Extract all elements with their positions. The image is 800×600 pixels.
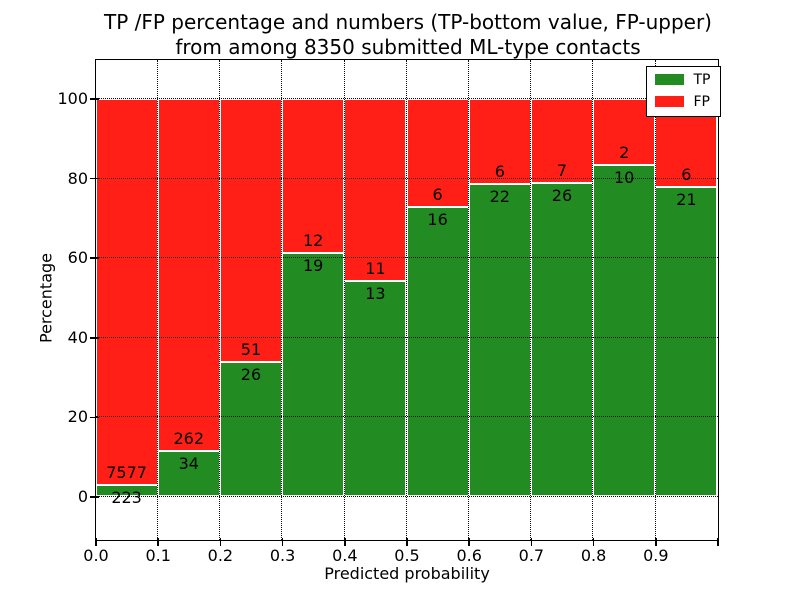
bar-segment-fp-2 (219, 98, 283, 363)
legend-item-tp: TP (654, 71, 711, 88)
x-tick-label-0.3: 0.3 (269, 546, 296, 565)
x-tick-0.1 (157, 538, 159, 546)
y-tick-label-60: 60 (67, 248, 88, 268)
bar-label-tp-6: 22 (489, 186, 510, 206)
bar-label-fp-8: 2 (619, 142, 630, 162)
gridline-x-0.6 (467, 59, 469, 540)
bar-segment-tp-3 (282, 252, 345, 497)
bar-label-fp-1: 262 (173, 428, 205, 448)
x-tick-label-0.8: 0.8 (580, 546, 607, 565)
x-tick-label-0.2: 0.2 (207, 546, 234, 565)
gridline-y-80 (95, 177, 718, 179)
legend: TP FP (645, 65, 721, 117)
gridline-x-0.5 (405, 59, 407, 540)
x-tick-0.7 (530, 538, 533, 546)
bar-segment-fp-4 (344, 98, 407, 281)
y-tick-label-0: 0 (77, 487, 88, 506)
bar-segment-fp-1 (157, 98, 220, 451)
bar-label-tp-3: 19 (303, 255, 324, 275)
bar-segment-fp-7 (530, 98, 594, 183)
gridline-y-100 (95, 97, 718, 99)
y-tick-label-40: 40 (67, 327, 88, 347)
bar-segment-tp-5 (406, 207, 469, 497)
x-tick-0.3 (281, 538, 284, 546)
x-tick-0.2 (219, 538, 222, 546)
y-tick-label-100: 100 (57, 89, 88, 108)
x-tick-label-0.9: 0.9 (643, 546, 669, 565)
bar-label-fp-6: 6 (494, 161, 505, 181)
bar-label-tp-2: 26 (240, 365, 262, 385)
gridline-y-20 (95, 416, 718, 418)
bar-label-fp-0: 7577 (106, 463, 147, 483)
x-tick-label-0.6: 0.6 (456, 546, 482, 565)
bar-label-fp-7: 7 (556, 160, 568, 180)
gridline-x-0.7 (530, 59, 532, 540)
x-tick-0.5 (406, 538, 408, 546)
bar-label-tp-1: 34 (178, 453, 199, 473)
bar-label-tp-5: 16 (427, 210, 448, 230)
bar-label-tp-8: 10 (614, 167, 635, 187)
x-axis-label: Predicted probability (324, 564, 490, 583)
y-tick-100 (90, 98, 99, 100)
y-tick-60 (90, 257, 99, 259)
chart-title-line2: from among 8350 submitted ML-type contac… (175, 35, 641, 59)
chart-title: TP /FP percentage and numbers (TP-bottom… (88, 10, 728, 60)
bar-segment-tp-4 (344, 280, 407, 497)
fp-legend-swatch (654, 96, 684, 107)
x-tick-0.4 (344, 538, 346, 546)
gridline-x-0.1 (156, 59, 158, 540)
bar-label-tp-4: 13 (365, 283, 386, 303)
x-tick-0.6 (468, 538, 470, 546)
fp-legend-label: FP (693, 93, 711, 110)
gridline-x-0.4 (343, 59, 345, 540)
x-tick-0.0 (95, 538, 97, 546)
y-tick-label-80: 80 (67, 168, 88, 188)
gridline-x-0.2 (219, 59, 221, 540)
bar-segment-fp-8 (593, 98, 656, 165)
y-tick-0 (90, 496, 99, 498)
bar-label-tp-7: 26 (551, 185, 573, 205)
bar-label-tp-9: 21 (676, 189, 697, 209)
x-tick-label-0.0: 0.0 (83, 546, 109, 565)
bar-label-fp-5: 6 (432, 185, 443, 205)
bar-segment-tp-8 (593, 164, 656, 497)
y-tick-40 (90, 337, 99, 339)
bar-segment-tp-9 (655, 186, 718, 497)
bar-segment-tp-6 (468, 183, 531, 497)
x-tick-0.8 (592, 538, 595, 546)
gridline-x-0.8 (592, 59, 594, 540)
chart-title-line1: TP /FP percentage and numbers (TP-bottom… (104, 10, 712, 34)
bar-segment-fp-3 (282, 98, 345, 253)
bar-label-fp-3: 12 (303, 230, 324, 250)
y-tick-20 (90, 416, 99, 419)
x-tick-label-0.1: 0.1 (145, 546, 171, 565)
bar-label-fp-4: 11 (365, 258, 386, 278)
gridline-y-60 (95, 257, 718, 259)
y-tick-label-20: 20 (67, 407, 88, 427)
bar-segment-tp-7 (530, 182, 594, 497)
gridline-x-0.9 (654, 59, 656, 540)
tp-legend-swatch (654, 74, 684, 85)
x-tick-end (717, 538, 719, 546)
x-tick-label-0.5: 0.5 (394, 546, 420, 565)
gridline-y-0 (95, 495, 718, 497)
bar-label-tp-0: 223 (111, 488, 142, 508)
y-tick-80 (90, 177, 99, 180)
bar-segment-tp-2 (219, 362, 283, 497)
x-tick-label-0.4: 0.4 (332, 546, 358, 565)
legend-item-fp: FP (654, 93, 711, 110)
plot-area: TP FP 7577 223 262 34 51 26 12 19 11 13 6 16 6 22 7 26 2… (94, 58, 721, 541)
x-tick-0.9 (655, 538, 657, 546)
tp-legend-label: TP (693, 71, 711, 88)
gridline-y-40 (95, 336, 718, 338)
bar-segment-fp-0 (95, 98, 158, 486)
x-tick-label-0.7: 0.7 (518, 546, 545, 565)
gridline-x-0.3 (281, 59, 283, 540)
bar-label-fp-2: 51 (240, 340, 262, 360)
bar-label-fp-9: 6 (681, 164, 692, 184)
